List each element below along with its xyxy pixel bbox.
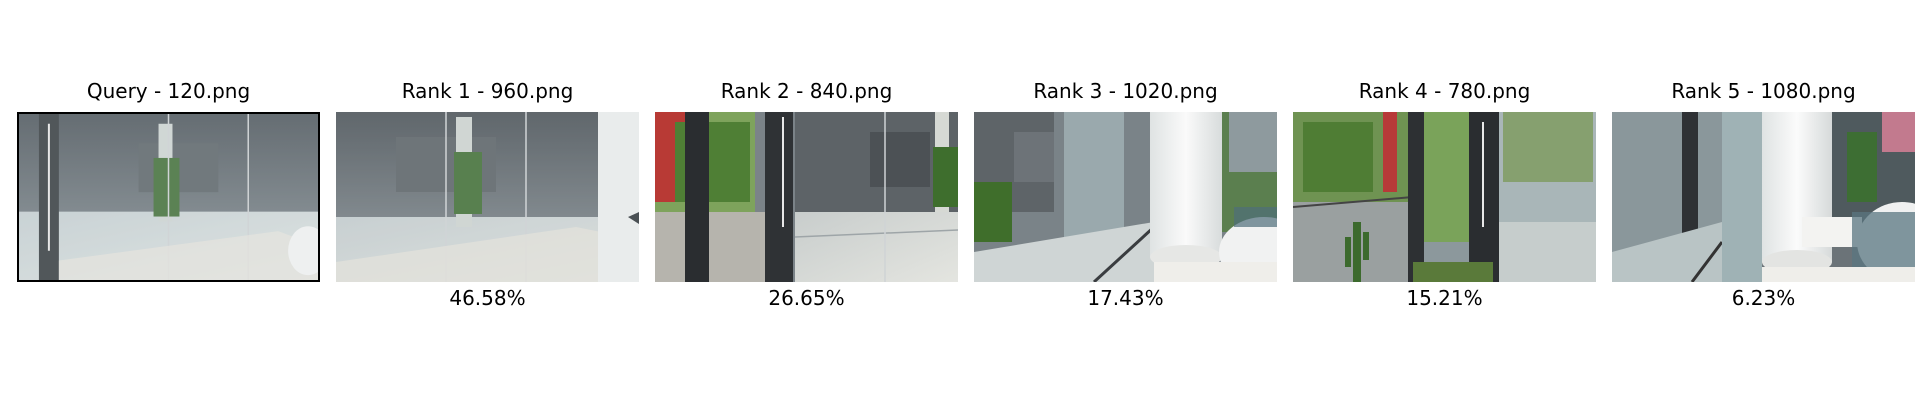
result-score: 26.65%: [768, 286, 845, 310]
result-title: Rank 2 - 840.png: [720, 79, 893, 103]
result-score: 46.58%: [449, 286, 526, 310]
result-score: 17.43%: [1087, 286, 1164, 310]
result-image: [1612, 112, 1915, 282]
result-image: [655, 112, 958, 282]
result-title: Rank 3 - 1020.png: [1033, 79, 1218, 103]
query-image: [17, 112, 320, 282]
query-title: Query - 120.png: [86, 79, 251, 103]
result-title: Rank 1 - 960.png: [401, 79, 574, 103]
result-score: 15.21%: [1406, 286, 1483, 310]
result-score: 6.23%: [1731, 286, 1796, 310]
result-image: [974, 112, 1277, 282]
result-image: [1293, 112, 1596, 282]
result-title: Rank 4 - 780.png: [1358, 79, 1531, 103]
result-title: Rank 5 - 1080.png: [1671, 79, 1856, 103]
result-image: [336, 112, 639, 282]
